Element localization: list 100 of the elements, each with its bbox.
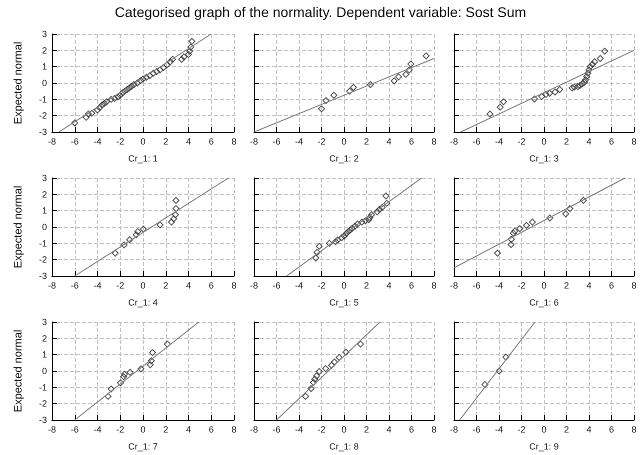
point xyxy=(596,55,604,62)
point xyxy=(562,210,570,218)
y-tick-label: 1 xyxy=(42,350,47,360)
point xyxy=(178,56,186,63)
x-tick-label: 8 xyxy=(431,136,437,146)
point xyxy=(376,206,384,213)
x-tick-label: 8 xyxy=(431,280,437,290)
point xyxy=(348,224,356,232)
point xyxy=(516,225,524,232)
x-tick-label: 0 xyxy=(541,136,547,146)
x-tick-label: 0 xyxy=(341,424,347,434)
point xyxy=(188,38,196,45)
point xyxy=(486,110,494,118)
point xyxy=(126,236,134,244)
x-tick-label: -4 xyxy=(93,136,102,146)
point xyxy=(313,372,320,380)
x-tick-label: 4 xyxy=(386,424,392,434)
point xyxy=(140,75,146,82)
point xyxy=(494,250,502,257)
point xyxy=(580,196,587,204)
point xyxy=(180,53,188,60)
x-tick-label: -4 xyxy=(294,136,304,146)
point xyxy=(119,89,126,96)
x-tick-label: 4 xyxy=(186,136,192,146)
point xyxy=(330,92,338,99)
x-tick-label: 6 xyxy=(408,280,414,290)
x-tick-label: 0 xyxy=(341,136,347,146)
x-tick-label: 8 xyxy=(231,136,237,146)
y-tick-label: 3 xyxy=(42,29,47,39)
x-tick-label: -8 xyxy=(48,280,56,290)
point xyxy=(146,72,154,80)
x-tick-label: -4 xyxy=(294,424,304,434)
y-tick-label: 0 xyxy=(42,222,47,232)
y-tick-label: 1 xyxy=(42,62,47,72)
x-axis-title: Cr_1: 4 xyxy=(128,298,158,308)
point xyxy=(88,110,96,117)
x-tick-label: -6 xyxy=(70,280,79,290)
point xyxy=(350,84,357,91)
point xyxy=(344,228,352,236)
point xyxy=(566,205,574,212)
point xyxy=(322,365,330,372)
point xyxy=(316,242,323,250)
x-tick-label: 6 xyxy=(408,136,414,146)
point xyxy=(130,81,138,88)
x-tick-label: 0 xyxy=(140,280,146,290)
point xyxy=(134,228,142,236)
x-tick-label: 8 xyxy=(631,136,637,146)
x-tick-label: -6 xyxy=(272,280,281,290)
point xyxy=(336,354,343,361)
point xyxy=(358,218,366,226)
text: Categorised graph of the normality. Dependent variable: Sost Sum xyxy=(114,4,528,20)
point xyxy=(160,64,167,71)
x-tick-label: -6 xyxy=(272,136,281,146)
point xyxy=(308,385,315,392)
point xyxy=(496,104,504,111)
x-axis-title: Cr_1: 9 xyxy=(529,442,559,452)
point xyxy=(332,238,340,246)
x-tick-label: 8 xyxy=(631,424,637,434)
point xyxy=(402,70,410,78)
point xyxy=(156,66,164,74)
x-tick-label: 2 xyxy=(364,424,370,434)
y-axis-title: Expected normal xyxy=(12,330,24,412)
point xyxy=(357,340,364,348)
point xyxy=(126,368,134,376)
point xyxy=(120,373,128,380)
x-tick-label: 0 xyxy=(341,280,347,290)
point xyxy=(390,77,398,84)
point xyxy=(368,211,376,218)
x-tick-label: -4 xyxy=(93,280,102,290)
x-tick-label: 4 xyxy=(586,424,592,434)
x-axis-title: Cr_1: 5 xyxy=(329,298,359,308)
point xyxy=(508,241,515,248)
point xyxy=(172,196,180,204)
point xyxy=(128,82,136,90)
point xyxy=(172,211,179,218)
y-tick-label: 0 xyxy=(42,366,47,376)
x-tick-label: 2 xyxy=(564,280,570,290)
point xyxy=(140,226,147,233)
point xyxy=(132,231,140,238)
x-tick-label: -2 xyxy=(116,136,124,146)
x-tick-label: -4 xyxy=(494,280,504,290)
x-axis-title: Cr_1: 7 xyxy=(128,442,158,452)
point xyxy=(522,222,530,229)
point xyxy=(186,48,194,55)
x-tick-label: 8 xyxy=(231,280,237,290)
point xyxy=(378,204,386,211)
x-axis-title: Cr_1: 8 xyxy=(329,442,359,452)
x-tick-label: 2 xyxy=(163,424,168,434)
point xyxy=(116,379,124,386)
point xyxy=(185,50,192,58)
point xyxy=(556,86,564,94)
point xyxy=(108,96,115,103)
x-axis-title: Cr_1: 1 xyxy=(128,154,158,164)
x-tick-label: 2 xyxy=(564,424,570,434)
point xyxy=(150,70,157,77)
point xyxy=(111,95,118,102)
point xyxy=(314,248,320,256)
point xyxy=(362,217,369,224)
point xyxy=(584,70,592,77)
point xyxy=(146,361,154,368)
